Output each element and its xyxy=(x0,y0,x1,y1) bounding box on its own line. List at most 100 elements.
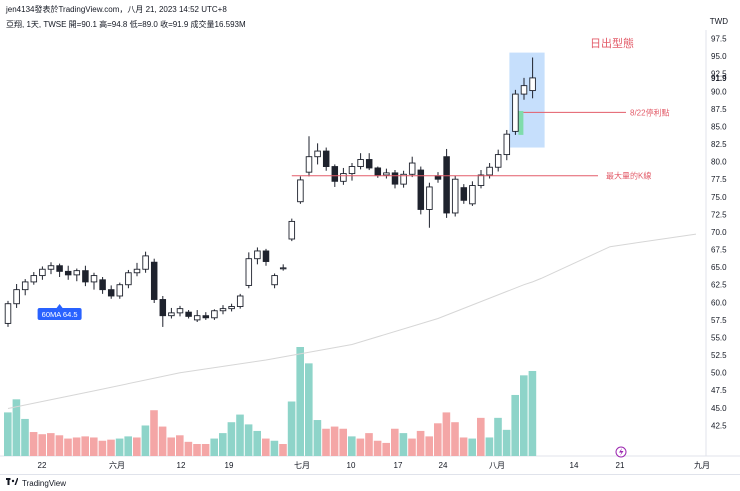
volume-bar xyxy=(287,401,296,456)
volume-bar xyxy=(38,434,46,456)
volume-bar xyxy=(158,426,167,456)
volume-bar xyxy=(81,436,89,456)
volume-bar xyxy=(115,438,124,456)
y-tick-label: 60.0 xyxy=(711,298,727,307)
y-tick-label: 47.5 xyxy=(711,386,727,395)
ma60-line xyxy=(7,233,697,409)
candle-body xyxy=(90,275,98,283)
volume-bar xyxy=(528,370,537,456)
volume-bar xyxy=(133,437,141,456)
y-tick-label: 42.5 xyxy=(711,421,727,430)
candle-body xyxy=(219,308,227,312)
volume-bar xyxy=(253,430,261,456)
x-tick-label: 12 xyxy=(177,461,186,470)
candle-body xyxy=(520,85,528,95)
candle-body xyxy=(168,312,175,317)
volume-bar xyxy=(356,438,365,456)
volume-bar xyxy=(416,430,425,456)
x-tick-label: 七月 xyxy=(294,461,310,470)
x-tick-label: 24 xyxy=(439,461,448,470)
volume-bar xyxy=(459,437,468,456)
volume-bar xyxy=(98,440,107,456)
candle-body xyxy=(99,279,106,291)
symbol-ohlc-legend: 亞翔, 1天, TWSE 開=90.1 高=94.8 低=89.0 收=91.9… xyxy=(6,20,246,29)
y-tick-label: 80.0 xyxy=(711,158,727,167)
candle-body xyxy=(236,295,244,307)
candle-body xyxy=(460,187,468,201)
y-tick-label: 85.0 xyxy=(711,122,727,131)
candle-body xyxy=(21,281,29,291)
candle-body xyxy=(348,166,356,175)
x-tick-label: 22 xyxy=(38,461,47,470)
candle-body xyxy=(408,162,416,175)
volume-bar xyxy=(244,424,253,456)
volume-bar xyxy=(520,375,528,456)
candle-body xyxy=(503,133,511,156)
candle-body xyxy=(374,167,382,176)
candle-body xyxy=(486,166,493,176)
currency-label[interactable]: TWD xyxy=(709,17,728,26)
volume-bar xyxy=(29,432,38,456)
candle-body xyxy=(426,186,433,210)
volume-bar xyxy=(502,429,511,456)
event-lightning-icon xyxy=(615,446,627,458)
candle-body xyxy=(314,150,321,158)
candle-body xyxy=(107,289,115,297)
candle-body xyxy=(357,159,364,167)
volume-bar xyxy=(485,437,494,456)
volume-bar xyxy=(494,417,502,456)
y-tick-label: 87.5 xyxy=(711,105,727,114)
candle-body xyxy=(211,310,218,319)
breakout-green-box xyxy=(518,110,524,135)
stop-line-label: 8/22停利點 xyxy=(630,107,670,117)
volume-bar xyxy=(107,439,115,456)
volume-bar xyxy=(270,440,279,456)
x-tick-label: 19 xyxy=(225,461,234,470)
volume-bar xyxy=(4,412,12,456)
candle-body xyxy=(434,175,442,180)
candle-body xyxy=(39,268,46,277)
candle-body xyxy=(512,93,519,132)
volume-bar xyxy=(442,412,451,456)
candle-body xyxy=(383,172,390,176)
x-tick-label: 14 xyxy=(570,461,579,470)
x-tick-label: 17 xyxy=(394,461,403,470)
volume-bar xyxy=(408,438,416,456)
candle-body xyxy=(193,315,201,321)
candle-body xyxy=(331,166,339,182)
volume-bar xyxy=(64,438,72,456)
volume-bar xyxy=(210,438,218,456)
volume-bar xyxy=(511,394,519,456)
volume-bar xyxy=(373,440,382,456)
candle-body xyxy=(47,265,55,270)
candle-body xyxy=(477,174,485,186)
volume-bar xyxy=(219,433,227,456)
y-tick-label: 82.5 xyxy=(711,140,727,149)
candle-body xyxy=(13,289,20,305)
volume-bar xyxy=(391,428,399,456)
footer-brand: TradingView xyxy=(22,478,67,488)
pattern-title: 日出型態 xyxy=(590,36,634,50)
ma60-label-pointer xyxy=(56,304,63,308)
volume-bar xyxy=(201,444,210,456)
volume-bar xyxy=(227,422,236,456)
volume-bar xyxy=(365,433,373,456)
candle-body xyxy=(297,179,304,203)
y-tick-label: 52.5 xyxy=(711,351,727,360)
candle-body xyxy=(322,150,330,167)
y-tick-label: 97.5 xyxy=(711,35,727,44)
y-tick-label: 75.0 xyxy=(711,193,727,202)
volume-bar xyxy=(305,363,313,456)
y-tick-label: 45.0 xyxy=(711,404,727,413)
chart-publisher-line: jen4134發表於TradingView.com，八月 21, 2023 14… xyxy=(6,5,227,14)
lightning-glyph xyxy=(619,448,624,456)
support-line-label: 最大量的K線 xyxy=(606,171,651,181)
volume-bar xyxy=(279,444,287,456)
volume-bar xyxy=(399,433,408,456)
ma60-label: 60MA 64.5 xyxy=(42,310,78,319)
volume-bar xyxy=(451,422,459,456)
volume-bar xyxy=(167,437,175,456)
candle-body xyxy=(150,261,158,300)
volume-bar xyxy=(47,433,55,456)
